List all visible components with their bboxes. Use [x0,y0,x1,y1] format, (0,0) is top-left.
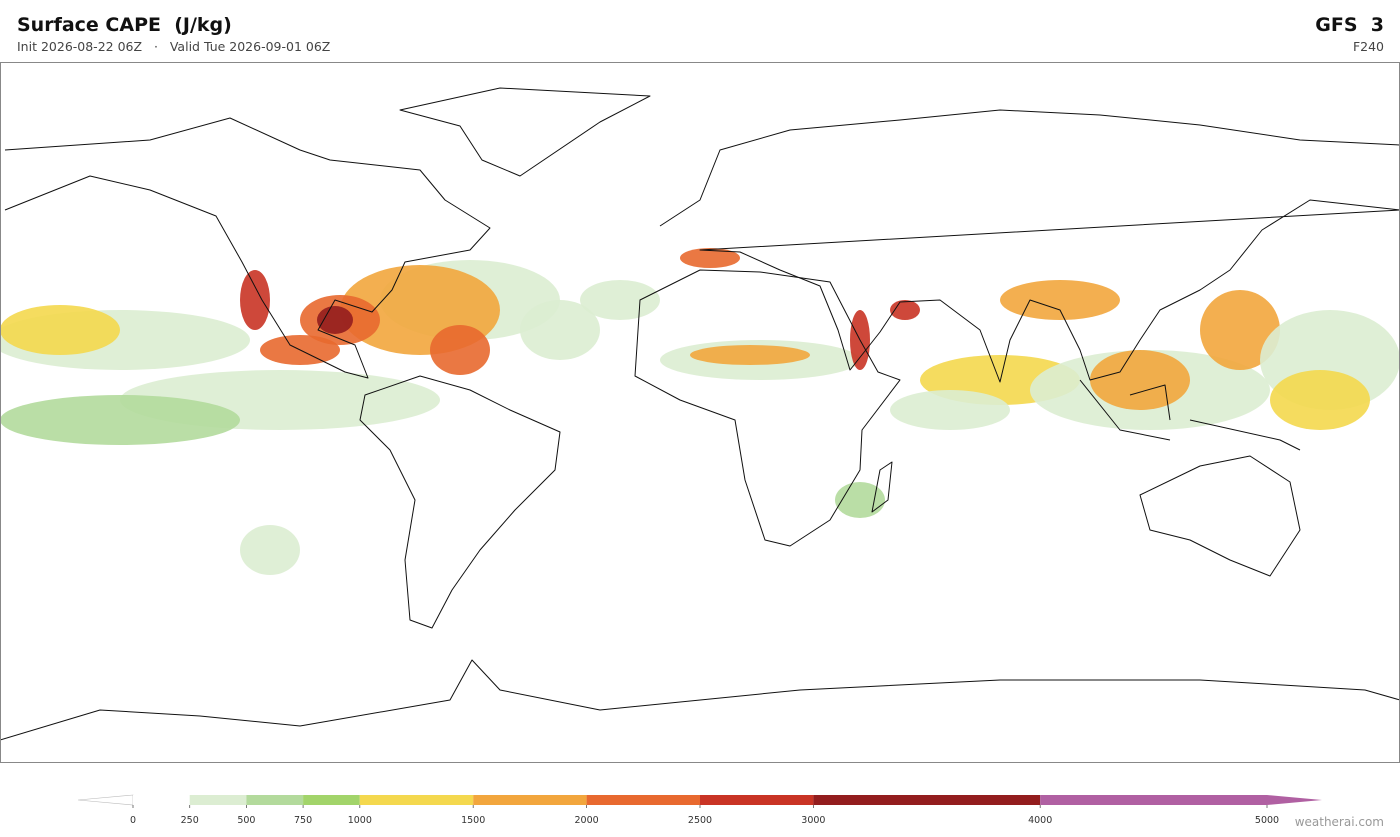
indonesia [1079,379,1301,451]
color-bin [189,795,247,805]
africa [634,269,901,547]
tick-label: 500 [237,815,255,826]
cape-area [680,248,740,268]
madagascar [871,461,893,513]
greenland [399,87,651,177]
cape-area [0,305,120,355]
cape-area [1200,290,1280,370]
color-bin [700,795,814,805]
north-america [4,117,491,379]
tick-label: 5000 [1255,815,1279,826]
cape-area [1000,280,1120,320]
cape-area [240,525,300,575]
color-bin [586,795,700,805]
tick-label: 1500 [461,815,485,826]
cape-area [690,345,810,365]
coastlines [0,87,1400,741]
over-extension [1267,795,1322,805]
color-bin [813,795,1041,805]
color-bin [246,795,304,805]
tick-label: 2000 [575,815,599,826]
tick-label: 750 [294,815,312,826]
australia [1139,455,1301,577]
cape-area [317,306,353,334]
cape-area [890,390,1010,430]
cape-area [520,300,600,360]
south-america [359,375,561,629]
tick-label: 1000 [348,815,372,826]
cape-area [430,325,490,375]
cape-area [580,280,660,320]
cape-area [1090,350,1190,410]
color-bin [133,795,190,805]
colorbar: 0 250 500 750 1000 1500 2000 2500 3000 4000 5000 [77,794,1322,826]
color-bin [473,795,587,805]
tick-label: 0 [130,815,136,826]
cape-field [0,248,1400,575]
cape-area [1270,370,1370,430]
color-bin [303,795,360,805]
tick-label: 3000 [801,815,825,826]
color-bin [1040,795,1267,805]
tick-label: 2500 [688,815,712,826]
under-extension [77,794,134,806]
title: Surface CAPE (J/kg) [17,14,232,36]
eurasia [659,109,1400,383]
credit: weatherai.com [1294,815,1384,829]
cape-area [240,270,270,330]
tick-label: 250 [181,815,199,826]
subtitle: Init 2026-08-22 06Z · Valid Tue 2026-09-… [17,39,331,54]
cape-area [0,395,240,445]
forecast-hour: F240 [1352,39,1384,54]
color-bin [359,795,474,805]
antarctica [0,659,1400,741]
tick-label: 4000 [1028,815,1052,826]
model: GFS 3 [1315,14,1384,36]
